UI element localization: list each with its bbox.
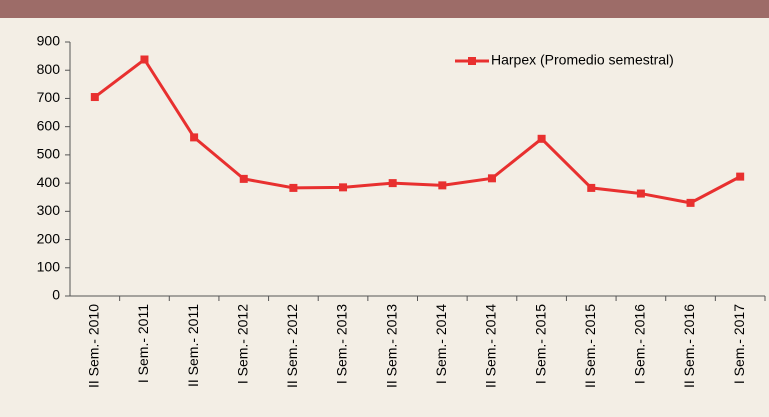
x-tick-label: I Sem.- 2011 <box>135 304 151 383</box>
point-marker <box>587 183 596 192</box>
x-tick-label: I Sem.- 2014 <box>433 304 449 384</box>
point-marker <box>339 183 348 192</box>
x-tick-label: I Sem.- 2017 <box>731 304 747 384</box>
point-marker <box>686 198 695 207</box>
legend-label: Harpex (Promedio semestral) <box>491 52 674 68</box>
point-marker <box>190 133 199 142</box>
point-marker <box>388 179 397 188</box>
x-tick-label: I Sem.- 2016 <box>632 304 648 384</box>
point-marker <box>736 172 745 181</box>
y-tick-label: 800 <box>37 61 61 77</box>
header-bar <box>0 0 769 18</box>
y-tick-label: 500 <box>37 146 61 162</box>
series-line <box>93 57 741 205</box>
x-tick-label: II Sem.- 2016 <box>681 304 697 388</box>
point-marker <box>90 93 99 102</box>
y-tick-label: 100 <box>37 258 61 274</box>
point-marker <box>289 183 298 192</box>
y-tick-label: 0 <box>52 287 60 303</box>
y-tick-label: 400 <box>37 174 61 190</box>
point-marker <box>239 174 248 183</box>
point-marker <box>636 189 645 198</box>
x-tick-label: II Sem.- 2012 <box>284 304 300 388</box>
point-marker <box>140 55 149 64</box>
point-marker <box>438 181 447 190</box>
x-tick-label: I Sem.- 2012 <box>234 304 250 384</box>
x-tick-label: II Sem.- 2014 <box>483 304 499 388</box>
x-tick-label: II Sem.- 2010 <box>86 304 102 388</box>
point-marker <box>537 134 546 143</box>
x-tick-label: I Sem.- 2013 <box>334 304 350 384</box>
y-tick-label: 600 <box>37 117 61 133</box>
y-tick-label: 300 <box>37 202 61 218</box>
x-tick-label: II Sem.- 2013 <box>383 304 399 388</box>
y-tick-label: 200 <box>37 230 61 246</box>
x-tick-label: II Sem.- 2011 <box>185 304 201 387</box>
legend-marker <box>468 57 476 65</box>
y-tick-label: 900 <box>37 33 61 49</box>
y-tick-label: 700 <box>37 89 61 105</box>
point-marker <box>487 174 496 183</box>
x-tick-label: I Sem.- 2015 <box>532 304 548 384</box>
x-tick-label: II Sem.- 2015 <box>582 304 598 388</box>
